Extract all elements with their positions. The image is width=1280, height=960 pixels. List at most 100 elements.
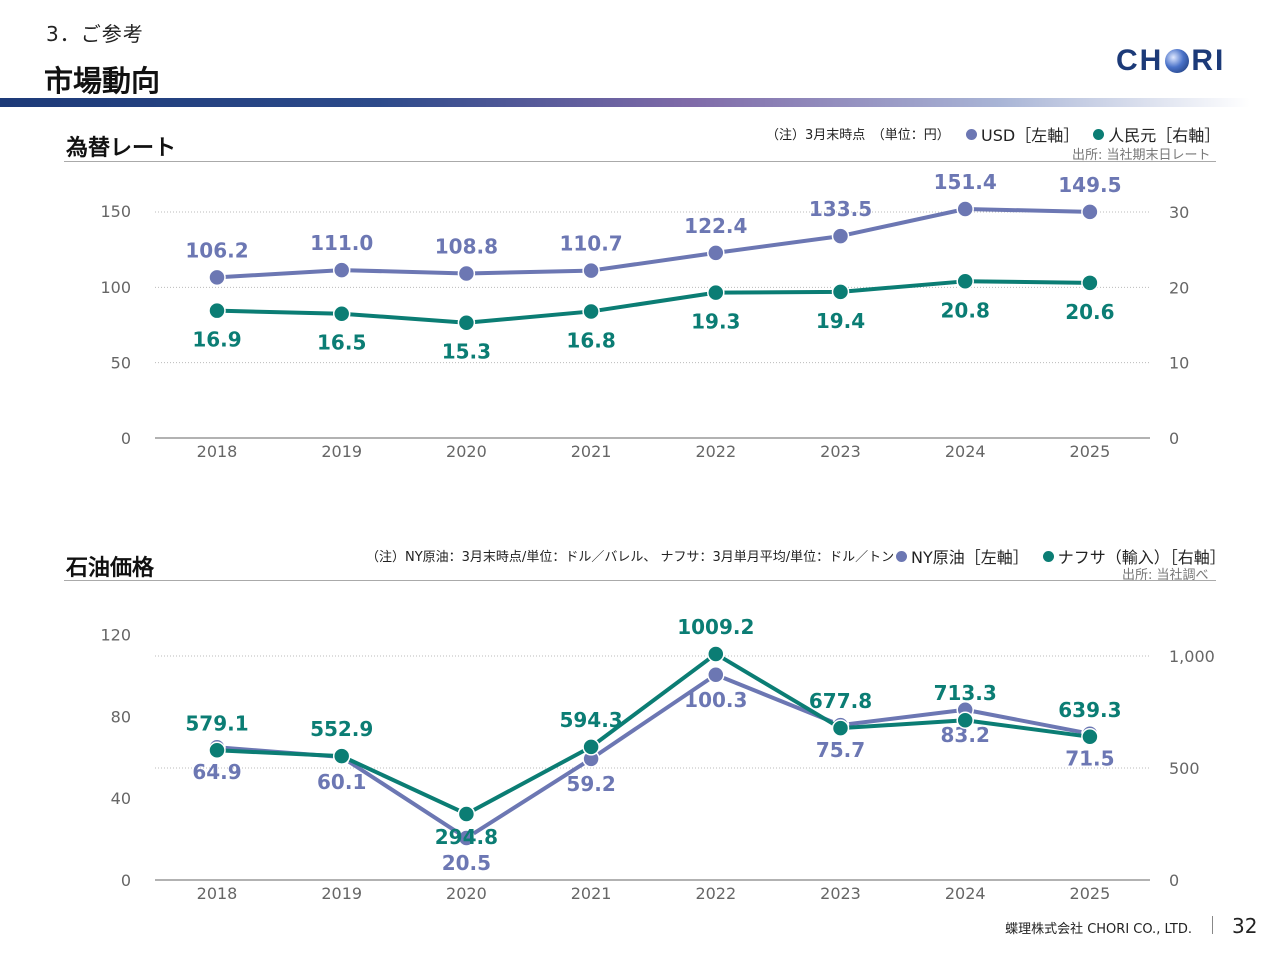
data-label: 19.3 xyxy=(691,310,740,334)
data-point xyxy=(332,747,351,765)
data-point xyxy=(831,719,850,737)
data-label: 16.9 xyxy=(192,328,241,352)
x-tick-label: 2018 xyxy=(197,442,238,461)
naphtha-legend-marker-icon xyxy=(1042,550,1054,562)
series-line xyxy=(216,207,1090,280)
x-tick-label: 2024 xyxy=(945,884,986,903)
data-label: 106.2 xyxy=(185,238,248,262)
x-tick-label: 2022 xyxy=(695,442,736,461)
data-label: 122.4 xyxy=(684,214,747,238)
data-point xyxy=(582,261,600,280)
data-label: 111.0 xyxy=(310,231,373,255)
oil-legend-right-label: ナフサ（輸入）［右軸］ xyxy=(1057,548,1226,567)
data-label: 1009.2 xyxy=(677,615,754,639)
y-right-tick-label: 30 xyxy=(1169,203,1189,222)
data-label: 639.3 xyxy=(1058,698,1121,722)
data-point xyxy=(332,261,351,279)
data-label: 677.8 xyxy=(809,689,872,713)
crude-legend-marker-icon xyxy=(896,550,907,562)
data-point xyxy=(707,283,725,302)
data-point xyxy=(956,272,974,291)
cny-legend-marker-icon xyxy=(1093,128,1105,140)
page-title: 市場動向 xyxy=(44,64,161,98)
data-label: 59.2 xyxy=(566,772,615,796)
oil-legend: NY原油［左軸］ ナフサ（輸入）［右軸］ xyxy=(896,544,1226,568)
data-label: 110.7 xyxy=(559,232,622,256)
y-left-tick-label: 40 xyxy=(111,789,131,808)
data-point xyxy=(1081,274,1099,292)
data-label: 594.3 xyxy=(559,708,622,732)
series-line xyxy=(216,672,1091,841)
data-point xyxy=(831,283,850,301)
oil-chart-title: 石油価格 xyxy=(66,556,155,581)
fx-legend-left-label: USD［左軸］ xyxy=(981,126,1080,145)
oil-title-underline xyxy=(64,580,1216,581)
data-label: 60.1 xyxy=(317,770,366,794)
data-point xyxy=(707,645,725,663)
x-tick-label: 2022 xyxy=(695,884,736,903)
x-tick-label: 2021 xyxy=(571,884,612,903)
data-label: 20.8 xyxy=(941,298,990,322)
data-label: 149.5 xyxy=(1058,173,1121,197)
data-point xyxy=(457,264,476,283)
x-tick-label: 2018 xyxy=(197,884,238,903)
data-label: 64.9 xyxy=(192,760,241,784)
y-right-tick-label: 0 xyxy=(1169,871,1179,890)
x-tick-label: 2024 xyxy=(945,442,986,461)
data-point xyxy=(831,227,850,245)
x-tick-label: 2020 xyxy=(446,442,487,461)
x-tick-label: 2021 xyxy=(571,442,612,461)
data-point xyxy=(582,738,600,756)
data-point xyxy=(956,711,974,729)
page-number: 32 xyxy=(1232,914,1258,938)
fx-line-chart: 0 50 100 150 0 10 20 30 2018 2019 2020 2021 2022 2023… xyxy=(100,170,1189,461)
y-left-tick-label: 0 xyxy=(121,429,131,448)
x-tick-label: 2019 xyxy=(321,442,362,461)
section-label: 3．ご参考 xyxy=(46,22,144,46)
data-label: 151.4 xyxy=(934,170,997,194)
data-label: 579.1 xyxy=(185,711,248,735)
footer-separator xyxy=(1212,916,1213,934)
oil-source: 出所: 当社調べ xyxy=(1122,568,1209,583)
data-point xyxy=(457,829,476,847)
fx-chart-note: （注）3月末時点 （単位：円） xyxy=(766,128,950,143)
oil-line-chart: 0 40 80 120 0 500 1,000 2018 2019 2020 2021 2022 202… xyxy=(100,615,1214,903)
logo-orb-icon xyxy=(1165,49,1190,73)
data-label: 20.5 xyxy=(442,851,491,875)
x-tick-label: 2019 xyxy=(321,884,362,903)
oil-chart-note: （注）NY原油：3月末時点/単位：ドル／バレル、 ナフサ：3月単月平均/単位：ド… xyxy=(366,550,895,565)
data-point xyxy=(208,741,226,760)
y-left-tick-label: 80 xyxy=(111,707,131,726)
fx-title-underline xyxy=(64,161,1216,162)
data-label: 552.9 xyxy=(310,717,373,741)
fx-legend-right-label: 人民元［右軸］ xyxy=(1108,126,1221,145)
data-point xyxy=(208,268,226,287)
data-label: 19.4 xyxy=(816,309,865,333)
data-label: 15.3 xyxy=(442,340,491,364)
y-right-tick-label: 500 xyxy=(1169,759,1200,778)
data-label: 108.8 xyxy=(435,234,498,258)
data-point xyxy=(332,304,351,323)
x-tick-label: 2025 xyxy=(1070,884,1111,903)
y-left-tick-label: 50 xyxy=(111,353,131,372)
series-line xyxy=(216,651,1091,816)
x-tick-label: 2020 xyxy=(446,884,487,903)
data-point xyxy=(457,313,476,332)
data-point xyxy=(707,244,725,262)
data-label: 294.8 xyxy=(435,825,498,849)
data-label: 20.6 xyxy=(1065,300,1114,324)
data-label: 100.3 xyxy=(684,688,747,712)
data-point xyxy=(1081,203,1099,221)
fx-chart-title: 為替レート xyxy=(66,136,177,161)
data-point xyxy=(582,302,600,321)
x-tick-label: 2023 xyxy=(820,884,861,903)
data-label: 16.5 xyxy=(317,331,366,355)
usd-legend-marker-icon xyxy=(966,128,977,140)
data-label: 75.7 xyxy=(816,738,865,762)
y-right-tick-label: 10 xyxy=(1169,354,1189,373)
data-label: 713.3 xyxy=(934,681,997,705)
company-logo: CH RI xyxy=(1116,44,1226,77)
series-line xyxy=(216,279,1090,325)
y-right-tick-label: 0 xyxy=(1169,429,1179,448)
